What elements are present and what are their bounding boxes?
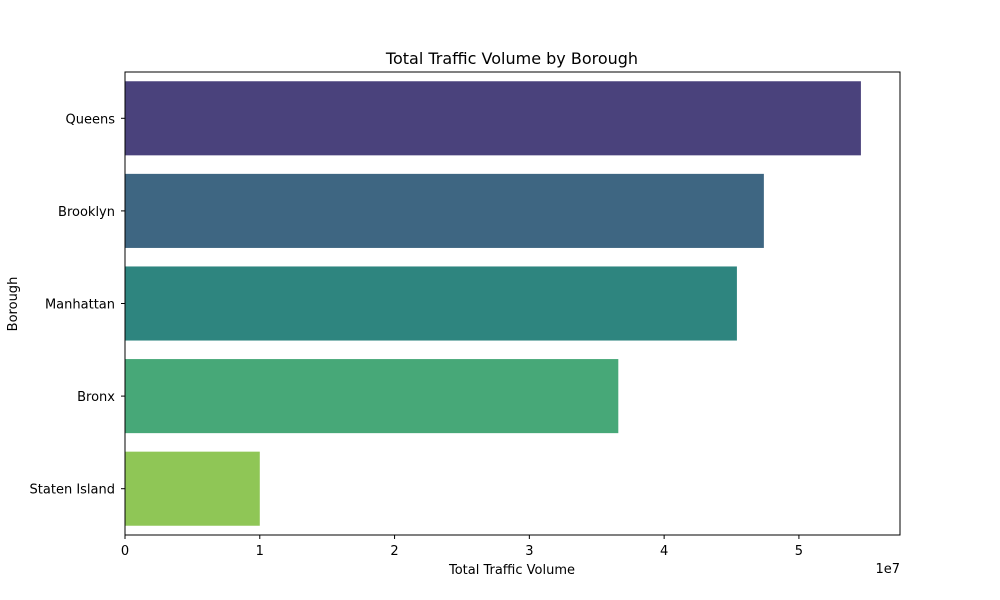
x-axis-label: Total Traffic Volume — [448, 563, 575, 578]
x-tick-label: 2 — [390, 544, 398, 559]
bar-manhattan — [125, 266, 737, 341]
bar-bronx — [125, 359, 619, 434]
y-tick-label: Queens — [66, 112, 116, 127]
x-axis: 0 1 2 3 4 5 — [121, 535, 803, 559]
y-tick-label: Manhattan — [45, 298, 115, 313]
x-tick-label: 3 — [525, 544, 533, 559]
chart-title: Total Traffic Volume by Borough — [385, 49, 638, 68]
y-axis: Queens Brooklyn Manhattan Bronx Staten Islan… — [30, 112, 125, 498]
x-tick-label: 1 — [256, 544, 264, 559]
bar-queens — [125, 81, 861, 156]
y-tick-label: Bronx — [77, 390, 115, 405]
bar-brooklyn — [125, 173, 764, 248]
x-tick-label: 4 — [660, 544, 668, 559]
x-tick-label: 5 — [795, 544, 803, 559]
plot-frame — [124, 71, 901, 536]
x-axis-scale-label: 1e7 — [875, 562, 900, 577]
y-axis-label: Borough — [6, 277, 21, 332]
y-tick-label: Staten Island — [30, 483, 115, 498]
x-tick-label: 0 — [121, 544, 129, 559]
bar-staten-island — [125, 451, 260, 526]
plot-area — [125, 81, 861, 526]
y-tick-label: Brooklyn — [58, 205, 115, 220]
